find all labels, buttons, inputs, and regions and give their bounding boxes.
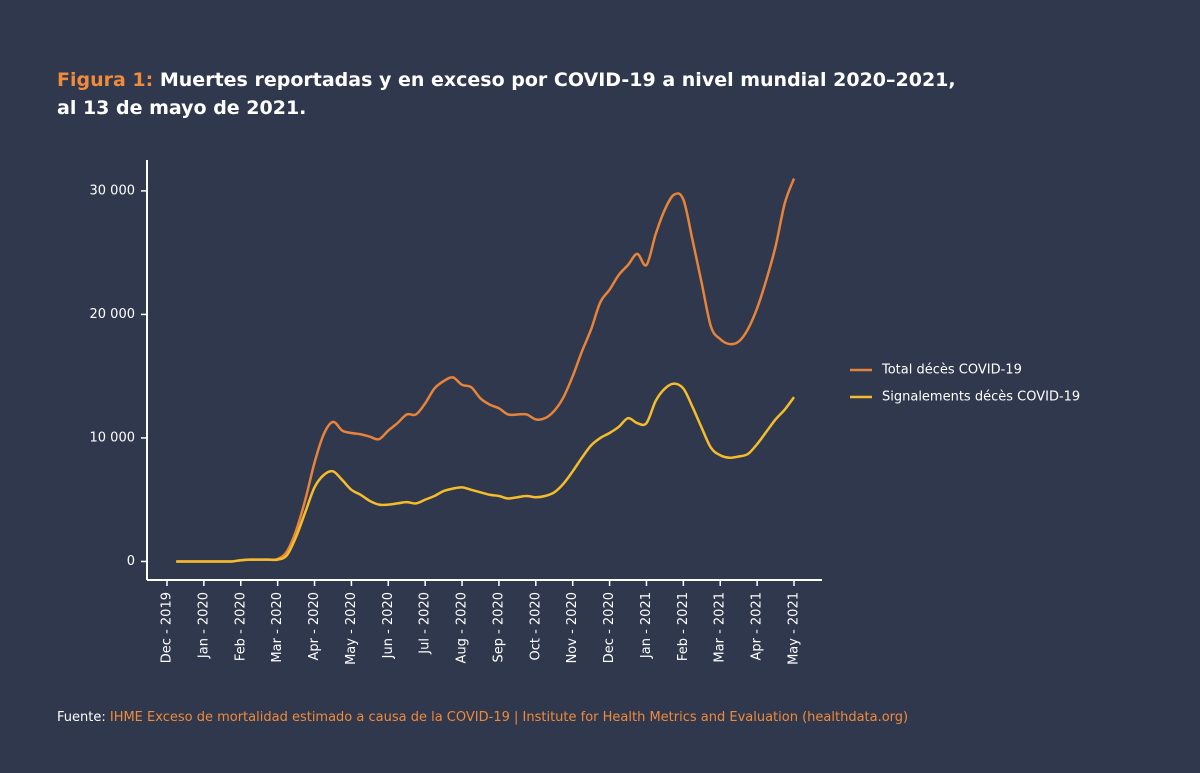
x-tick-label: Oct - 2020 (528, 592, 543, 661)
x-tick-label: Aug - 2020 (455, 592, 470, 663)
x-tick-label: Dec - 2019 (160, 592, 175, 663)
source: Fuente: IHME Exceso de mortalidad estima… (57, 710, 908, 725)
x-tick-label: Jan - 2021 (639, 592, 654, 659)
source-lead: Fuente: (57, 710, 106, 725)
y-tick-label: 30 000 (90, 183, 136, 198)
x-tick-label: May - 2021 (787, 592, 802, 665)
x-tick-label: Sep - 2020 (491, 592, 506, 663)
title-text: Muertes reportadas y en exceso por COVID… (57, 69, 956, 119)
x-tick-label: Mar - 2021 (713, 592, 728, 663)
legend-label: Signalements décès COVID-19 (882, 390, 1080, 405)
series-line (176, 178, 796, 563)
x-tick-label: Jan - 2020 (196, 592, 211, 659)
x-tick-label: May - 2020 (344, 592, 359, 665)
x-tick-label: Mar - 2020 (270, 592, 285, 663)
title-lead: Figura 1: (57, 69, 154, 91)
series-line (176, 382, 796, 563)
x-tick-label: Feb - 2021 (676, 592, 691, 661)
x-tick-label: Jul - 2020 (418, 592, 433, 655)
x-tick-label: Jun - 2020 (381, 592, 396, 659)
legend-label: Total décès COVID-19 (881, 363, 1022, 378)
y-tick-label: 20 000 (90, 307, 136, 322)
y-tick-label: 10 000 (90, 430, 136, 445)
x-tick-label: Dec - 2020 (602, 592, 617, 663)
x-tick-label: Apr - 2020 (307, 592, 322, 661)
title: Figura 1: Muertes reportadas y en exceso… (57, 66, 957, 122)
y-tick-label: 0 (127, 554, 135, 569)
x-tick-label: Nov - 2020 (565, 592, 580, 663)
x-tick-label: Feb - 2020 (233, 592, 248, 661)
source-text: IHME Exceso de mortalidad estimado a cau… (109, 710, 909, 725)
x-tick-label: Apr - 2021 (750, 592, 765, 661)
